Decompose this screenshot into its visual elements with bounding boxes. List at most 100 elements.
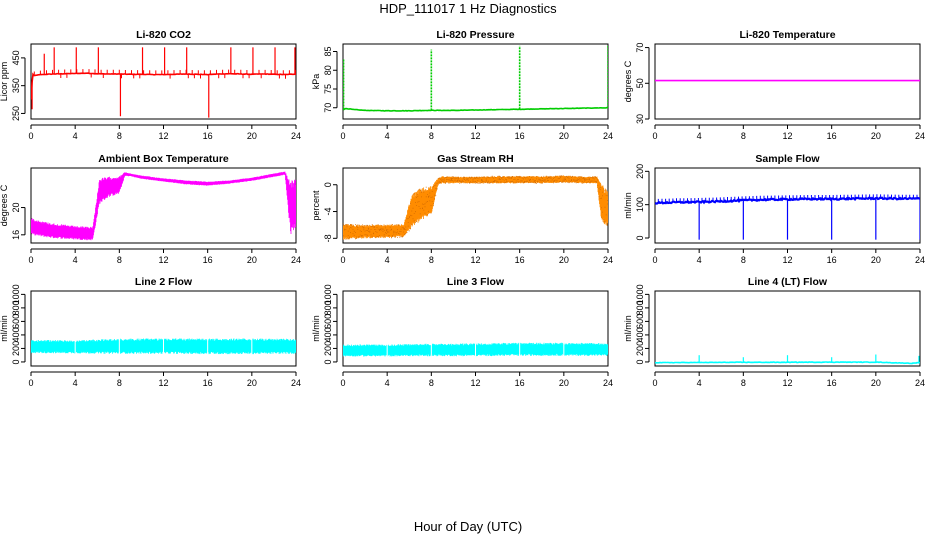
panel-title: Line 2 Flow xyxy=(135,276,193,288)
y-tick-label: 0 xyxy=(635,235,645,240)
plot-frame xyxy=(654,43,921,120)
panel-title: Ambient Box Temperature xyxy=(98,153,229,165)
x-tick-label: 4 xyxy=(73,378,78,388)
x-tick-label: 24 xyxy=(603,378,613,388)
y-tick-label: 200 xyxy=(635,164,645,179)
x-tick-label: 12 xyxy=(782,131,792,141)
panel-3: Li-820 Temperature 0 4 8 12 16 20 24 30 50 70degre… xyxy=(623,29,925,141)
series-blips xyxy=(657,194,918,203)
y-axis-label: ml/min xyxy=(0,315,9,342)
x-tick-label: 0 xyxy=(340,378,345,388)
y-tick-label: 0 xyxy=(323,359,333,364)
x-tick-label: 0 xyxy=(652,131,657,141)
panel-title: Li-820 Pressure xyxy=(436,29,514,41)
series-band xyxy=(31,171,296,241)
x-tick-label: 24 xyxy=(915,378,925,388)
y-axis-label: ml/min xyxy=(623,315,633,342)
series-group xyxy=(655,194,920,240)
x-tick-label: 16 xyxy=(827,255,837,265)
y-tick-label: 0 xyxy=(323,182,333,187)
y-tick-label: 30 xyxy=(635,114,645,124)
series-line xyxy=(31,72,296,100)
x-tick-label: 4 xyxy=(385,378,390,388)
y-tick-label: 0 xyxy=(635,359,645,364)
x-tick-label: 20 xyxy=(871,131,881,141)
x-tick-label: 8 xyxy=(117,378,122,388)
y-tick-label: 1000 xyxy=(323,284,333,304)
x-tick-label: 16 xyxy=(827,131,837,141)
x-tick-label: 12 xyxy=(782,255,792,265)
y-tick-label: -8 xyxy=(323,234,333,242)
y-tick-label: 200 xyxy=(11,341,21,356)
x-tick-label: 20 xyxy=(247,255,257,265)
x-tick-label: 20 xyxy=(559,131,569,141)
x-tick-label: 24 xyxy=(291,255,301,265)
x-tick-label: 8 xyxy=(429,378,434,388)
y-tick-label: 400 xyxy=(323,327,333,342)
y-tick-label: 75 xyxy=(323,84,333,94)
x-tick-label: 8 xyxy=(117,131,122,141)
plot-frame xyxy=(342,290,609,367)
y-tick-label: 85 xyxy=(323,46,333,56)
y-tick-label: 800 xyxy=(323,300,333,315)
y-tick-label: 70 xyxy=(635,43,645,53)
x-tick-label: 12 xyxy=(158,255,168,265)
x-tick-label: 4 xyxy=(385,131,390,141)
panel-2: Li-820 Pressure 0 4 8 12 16 20 24 70 75 80 85 kPa xyxy=(311,29,613,141)
x-tick-label: 4 xyxy=(697,378,702,388)
x-tick-label: 4 xyxy=(697,255,702,265)
x-tick-label: 8 xyxy=(429,131,434,141)
series-group xyxy=(31,171,296,241)
x-tick-label: 12 xyxy=(470,255,480,265)
series-group xyxy=(31,47,296,118)
x-tick-label: 20 xyxy=(559,255,569,265)
y-tick-label: 800 xyxy=(635,300,645,315)
x-tick-label: 0 xyxy=(28,378,33,388)
y-tick-label: 100 xyxy=(635,197,645,212)
y-tick-label: 800 xyxy=(11,300,21,315)
x-tick-label: 8 xyxy=(117,255,122,265)
x-tick-label: 12 xyxy=(158,131,168,141)
panel-title: Li-820 Temperature xyxy=(739,29,835,41)
y-tick-label: 16 xyxy=(11,230,21,240)
series-texture xyxy=(343,175,608,240)
y-tick-label: 80 xyxy=(323,65,333,75)
x-tick-label: 24 xyxy=(291,378,301,388)
panel-title: Li-820 CO2 xyxy=(136,29,191,41)
x-tick-label: 16 xyxy=(203,378,213,388)
x-tick-label: 20 xyxy=(247,131,257,141)
y-tick-label: 70 xyxy=(323,103,333,113)
series-group xyxy=(31,336,296,356)
x-tick-label: 16 xyxy=(515,255,525,265)
y-tick-label: 600 xyxy=(11,314,21,329)
series-blips xyxy=(33,69,296,79)
x-tick-label: 12 xyxy=(158,378,168,388)
y-tick-label: 600 xyxy=(635,314,645,329)
y-tick-label: 250 xyxy=(11,106,21,121)
x-tick-label: 20 xyxy=(247,378,257,388)
y-axis-label: ml/min xyxy=(623,192,633,219)
panel-title: Line 3 Flow xyxy=(447,276,505,288)
x-tick-label: 20 xyxy=(559,378,569,388)
x-tick-label: 24 xyxy=(603,255,613,265)
x-tick-label: 4 xyxy=(73,131,78,141)
y-tick-label: 200 xyxy=(323,341,333,356)
series-group xyxy=(343,45,608,112)
x-tick-label: 24 xyxy=(915,255,925,265)
x-axis-label: Hour of Day (UTC) xyxy=(414,519,522,534)
x-tick-label: 8 xyxy=(741,131,746,141)
panel-6: Sample Flow 0 4 8 12 16 20 24 0 100 200 ml/min xyxy=(623,153,925,265)
series-group xyxy=(655,354,920,365)
y-axis-label: kPa xyxy=(311,74,321,90)
y-tick-label: 400 xyxy=(11,327,21,342)
plot-frame xyxy=(654,290,921,367)
x-tick-label: 16 xyxy=(203,131,213,141)
x-tick-label: 20 xyxy=(871,378,881,388)
y-tick-label: 200 xyxy=(635,341,645,356)
x-tick-label: 0 xyxy=(652,255,657,265)
